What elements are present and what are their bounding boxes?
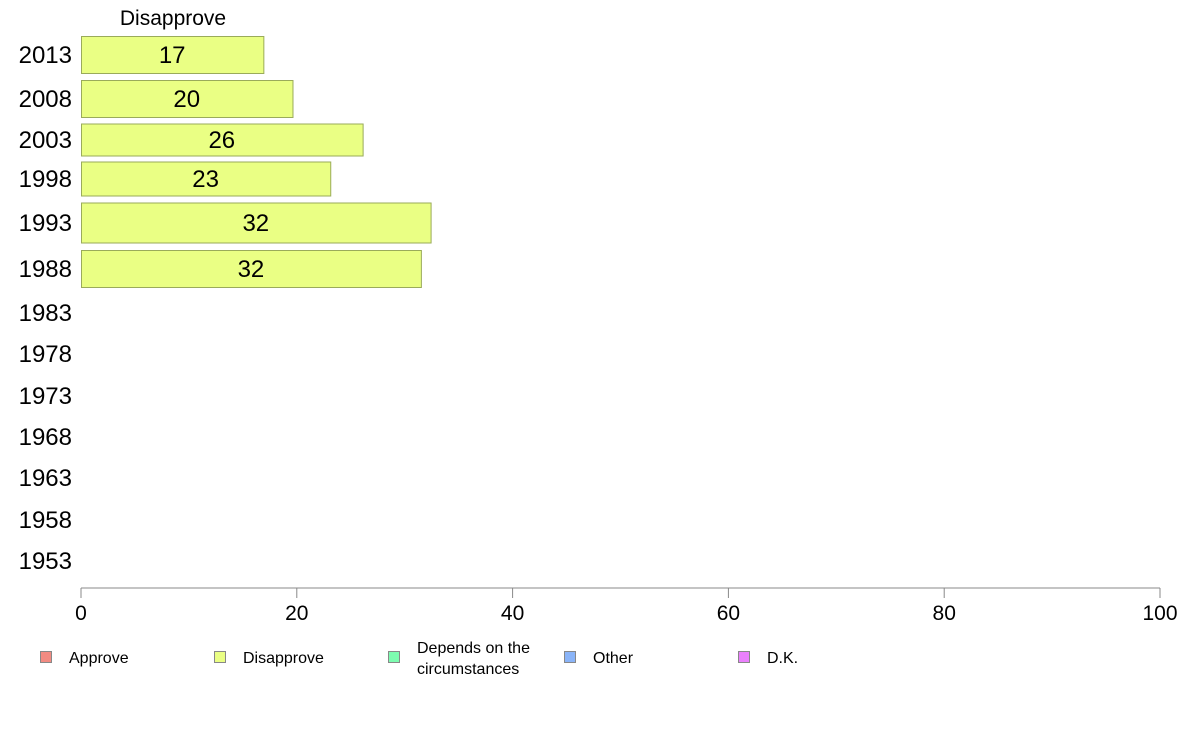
y-tick-label-1978: 1978 (19, 341, 72, 368)
y-axis-labels: 2013 2008 2003 1998 1993 1988 1983 1978 1973 1968… (19, 42, 72, 575)
x-tick-label-0: 0 (75, 602, 87, 625)
bar-chart: Disapprove 17 20 26 23 32 32 2013 2008 2003 1998… (19, 7, 1178, 625)
legend-swatch-other (564, 651, 576, 663)
legend-item-other: Other (564, 638, 633, 669)
legend-swatch-depends (388, 651, 400, 663)
x-tick-label-20: 20 (285, 602, 308, 625)
y-tick-label-1993: 1993 (19, 210, 72, 237)
y-tick-label-1983: 1983 (19, 300, 72, 327)
legend-label: Depends on the circumstances (417, 640, 530, 678)
bar-value-label-1998: 23 (192, 166, 219, 193)
y-tick-label-2008: 2008 (19, 86, 72, 113)
bar-2003 (81, 123, 364, 157)
x-tick-label-40: 40 (501, 602, 524, 625)
x-axis-ticks: 0 20 40 60 80 100 (75, 588, 1178, 625)
y-tick-label-2003: 2003 (19, 127, 72, 154)
legend-item-dk: D.K. (738, 638, 798, 669)
bar-value-label-2008: 20 (173, 86, 200, 113)
bar-1988 (81, 250, 422, 288)
x-tick-label-100: 100 (1142, 602, 1177, 625)
legend-swatch-disapprove (214, 651, 226, 663)
y-tick-label-1958: 1958 (19, 507, 72, 534)
series-header-label: Disapprove (120, 7, 226, 30)
bar-2008 (81, 80, 294, 118)
x-tick-label-80: 80 (933, 602, 956, 625)
y-tick-label-1953: 1953 (19, 548, 72, 575)
bar-value-label-1988: 32 (238, 256, 265, 283)
legend-swatch-approve (40, 651, 52, 663)
legend-swatch-dk (738, 651, 750, 663)
y-tick-label-1998: 1998 (19, 166, 72, 193)
legend-label: Other (593, 650, 634, 667)
y-tick-label-1963: 1963 (19, 465, 72, 492)
bar-1998 (81, 161, 332, 197)
y-tick-label-1973: 1973 (19, 383, 72, 410)
legend-label: Approve (69, 650, 129, 667)
bar-2013 (81, 36, 265, 74)
legend: Approve Disapprove Depends on the circum… (0, 638, 1188, 688)
legend-item-approve: Approve (40, 638, 129, 669)
legend-label: D.K. (767, 650, 799, 667)
legend-item-disapprove: Disapprove (214, 638, 324, 669)
y-tick-label-1988: 1988 (19, 256, 72, 283)
bar-value-label-2003: 26 (208, 127, 235, 154)
y-tick-label-1968: 1968 (19, 424, 72, 451)
bars-group: 17 20 26 23 32 32 (81, 36, 432, 288)
x-tick-label-60: 60 (717, 602, 740, 625)
bar-1993 (81, 202, 432, 244)
bar-value-label-2013: 17 (159, 42, 186, 69)
legend-item-depends: Depends on the circumstances (388, 638, 530, 680)
bar-value-label-1993: 32 (242, 210, 269, 237)
legend-label: Disapprove (243, 650, 324, 667)
y-tick-label-2013: 2013 (19, 42, 72, 69)
